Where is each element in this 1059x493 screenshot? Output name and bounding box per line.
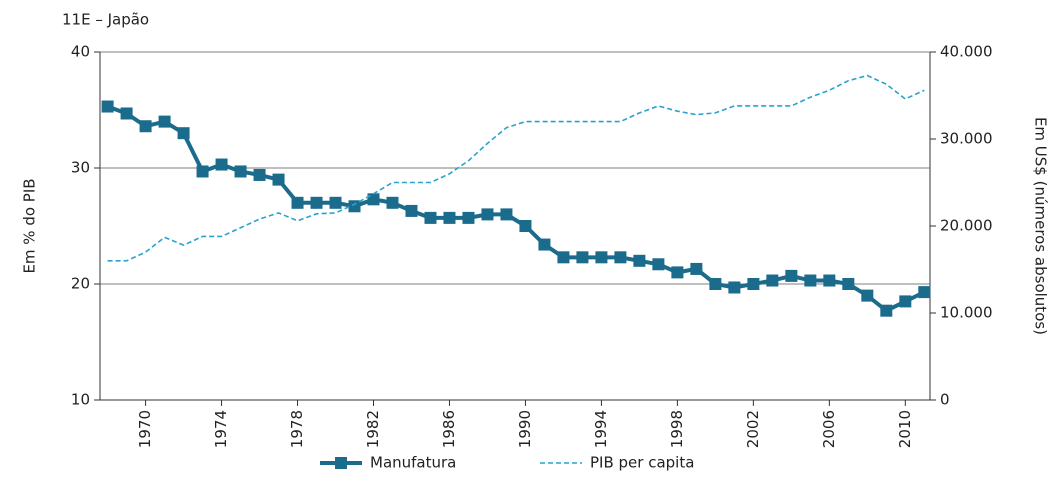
marker: [348, 200, 361, 213]
marker: [481, 208, 494, 221]
marker: [158, 115, 171, 128]
marker: [804, 274, 817, 287]
y2-tick-label: 0: [940, 391, 950, 409]
marker: [595, 251, 608, 264]
legend-label: Manufatura: [370, 454, 456, 472]
marker: [386, 196, 399, 209]
marker: [500, 208, 513, 221]
marker: [690, 262, 703, 275]
x-tick-label: 1974: [212, 410, 230, 448]
marker: [728, 281, 741, 294]
marker: [918, 286, 931, 299]
legend-marker: [335, 457, 347, 469]
y-tick-label: 30: [71, 159, 90, 177]
marker: [291, 196, 304, 209]
y-tick-label: 10: [71, 391, 90, 409]
marker: [329, 196, 342, 209]
marker: [101, 100, 114, 113]
marker: [747, 278, 760, 290]
x-tick-label: 2006: [820, 410, 838, 448]
marker: [576, 251, 589, 264]
x-tick-label: 1998: [668, 410, 686, 448]
marker: [215, 158, 228, 171]
marker: [899, 295, 912, 308]
marker: [519, 220, 532, 232]
x-tick-label: 2010: [896, 410, 914, 448]
marker: [443, 211, 456, 224]
y-axis-label: Em % do PIB: [21, 178, 39, 273]
y-tick-label: 40: [71, 43, 90, 61]
x-tick-label: 2002: [744, 410, 762, 448]
marker: [177, 127, 190, 140]
marker: [652, 258, 665, 271]
y2-tick-label: 40.000: [940, 43, 993, 61]
marker: [120, 107, 133, 120]
legend-label: PIB per capita: [590, 454, 694, 472]
marker: [614, 251, 627, 264]
y2-tick-label: 20.000: [940, 217, 993, 235]
marker: [367, 193, 380, 206]
y2-axis-label: Em US$ (números absolutos): [1032, 117, 1050, 335]
marker: [538, 238, 551, 251]
marker: [139, 120, 152, 133]
x-tick-label: 1982: [364, 410, 382, 448]
marker: [766, 274, 779, 287]
marker: [253, 168, 266, 181]
marker: [785, 269, 798, 282]
marker: [709, 278, 722, 290]
x-tick-label: 1986: [440, 410, 458, 448]
y2-tick-label: 30.000: [940, 130, 993, 148]
marker: [405, 204, 418, 217]
marker: [842, 278, 855, 290]
x-tick-label: 1990: [516, 410, 534, 448]
x-tick-label: 1970: [136, 410, 154, 448]
y-tick-label: 20: [71, 275, 90, 293]
series-line: [107, 74, 925, 262]
x-tick-label: 1994: [592, 410, 610, 448]
chart-title: 11E – Japão: [62, 11, 149, 29]
marker: [234, 165, 247, 178]
marker: [424, 211, 437, 224]
marker: [196, 165, 209, 178]
marker: [272, 173, 285, 186]
marker: [557, 251, 570, 264]
marker: [861, 289, 874, 302]
x-tick-label: 1978: [288, 410, 306, 448]
marker: [671, 266, 684, 279]
y2-tick-label: 10.000: [940, 304, 993, 322]
marker: [310, 196, 323, 209]
marker: [880, 304, 893, 317]
marker: [633, 254, 646, 267]
series-line: [106, 104, 926, 314]
marker: [823, 274, 836, 287]
marker: [462, 211, 475, 224]
